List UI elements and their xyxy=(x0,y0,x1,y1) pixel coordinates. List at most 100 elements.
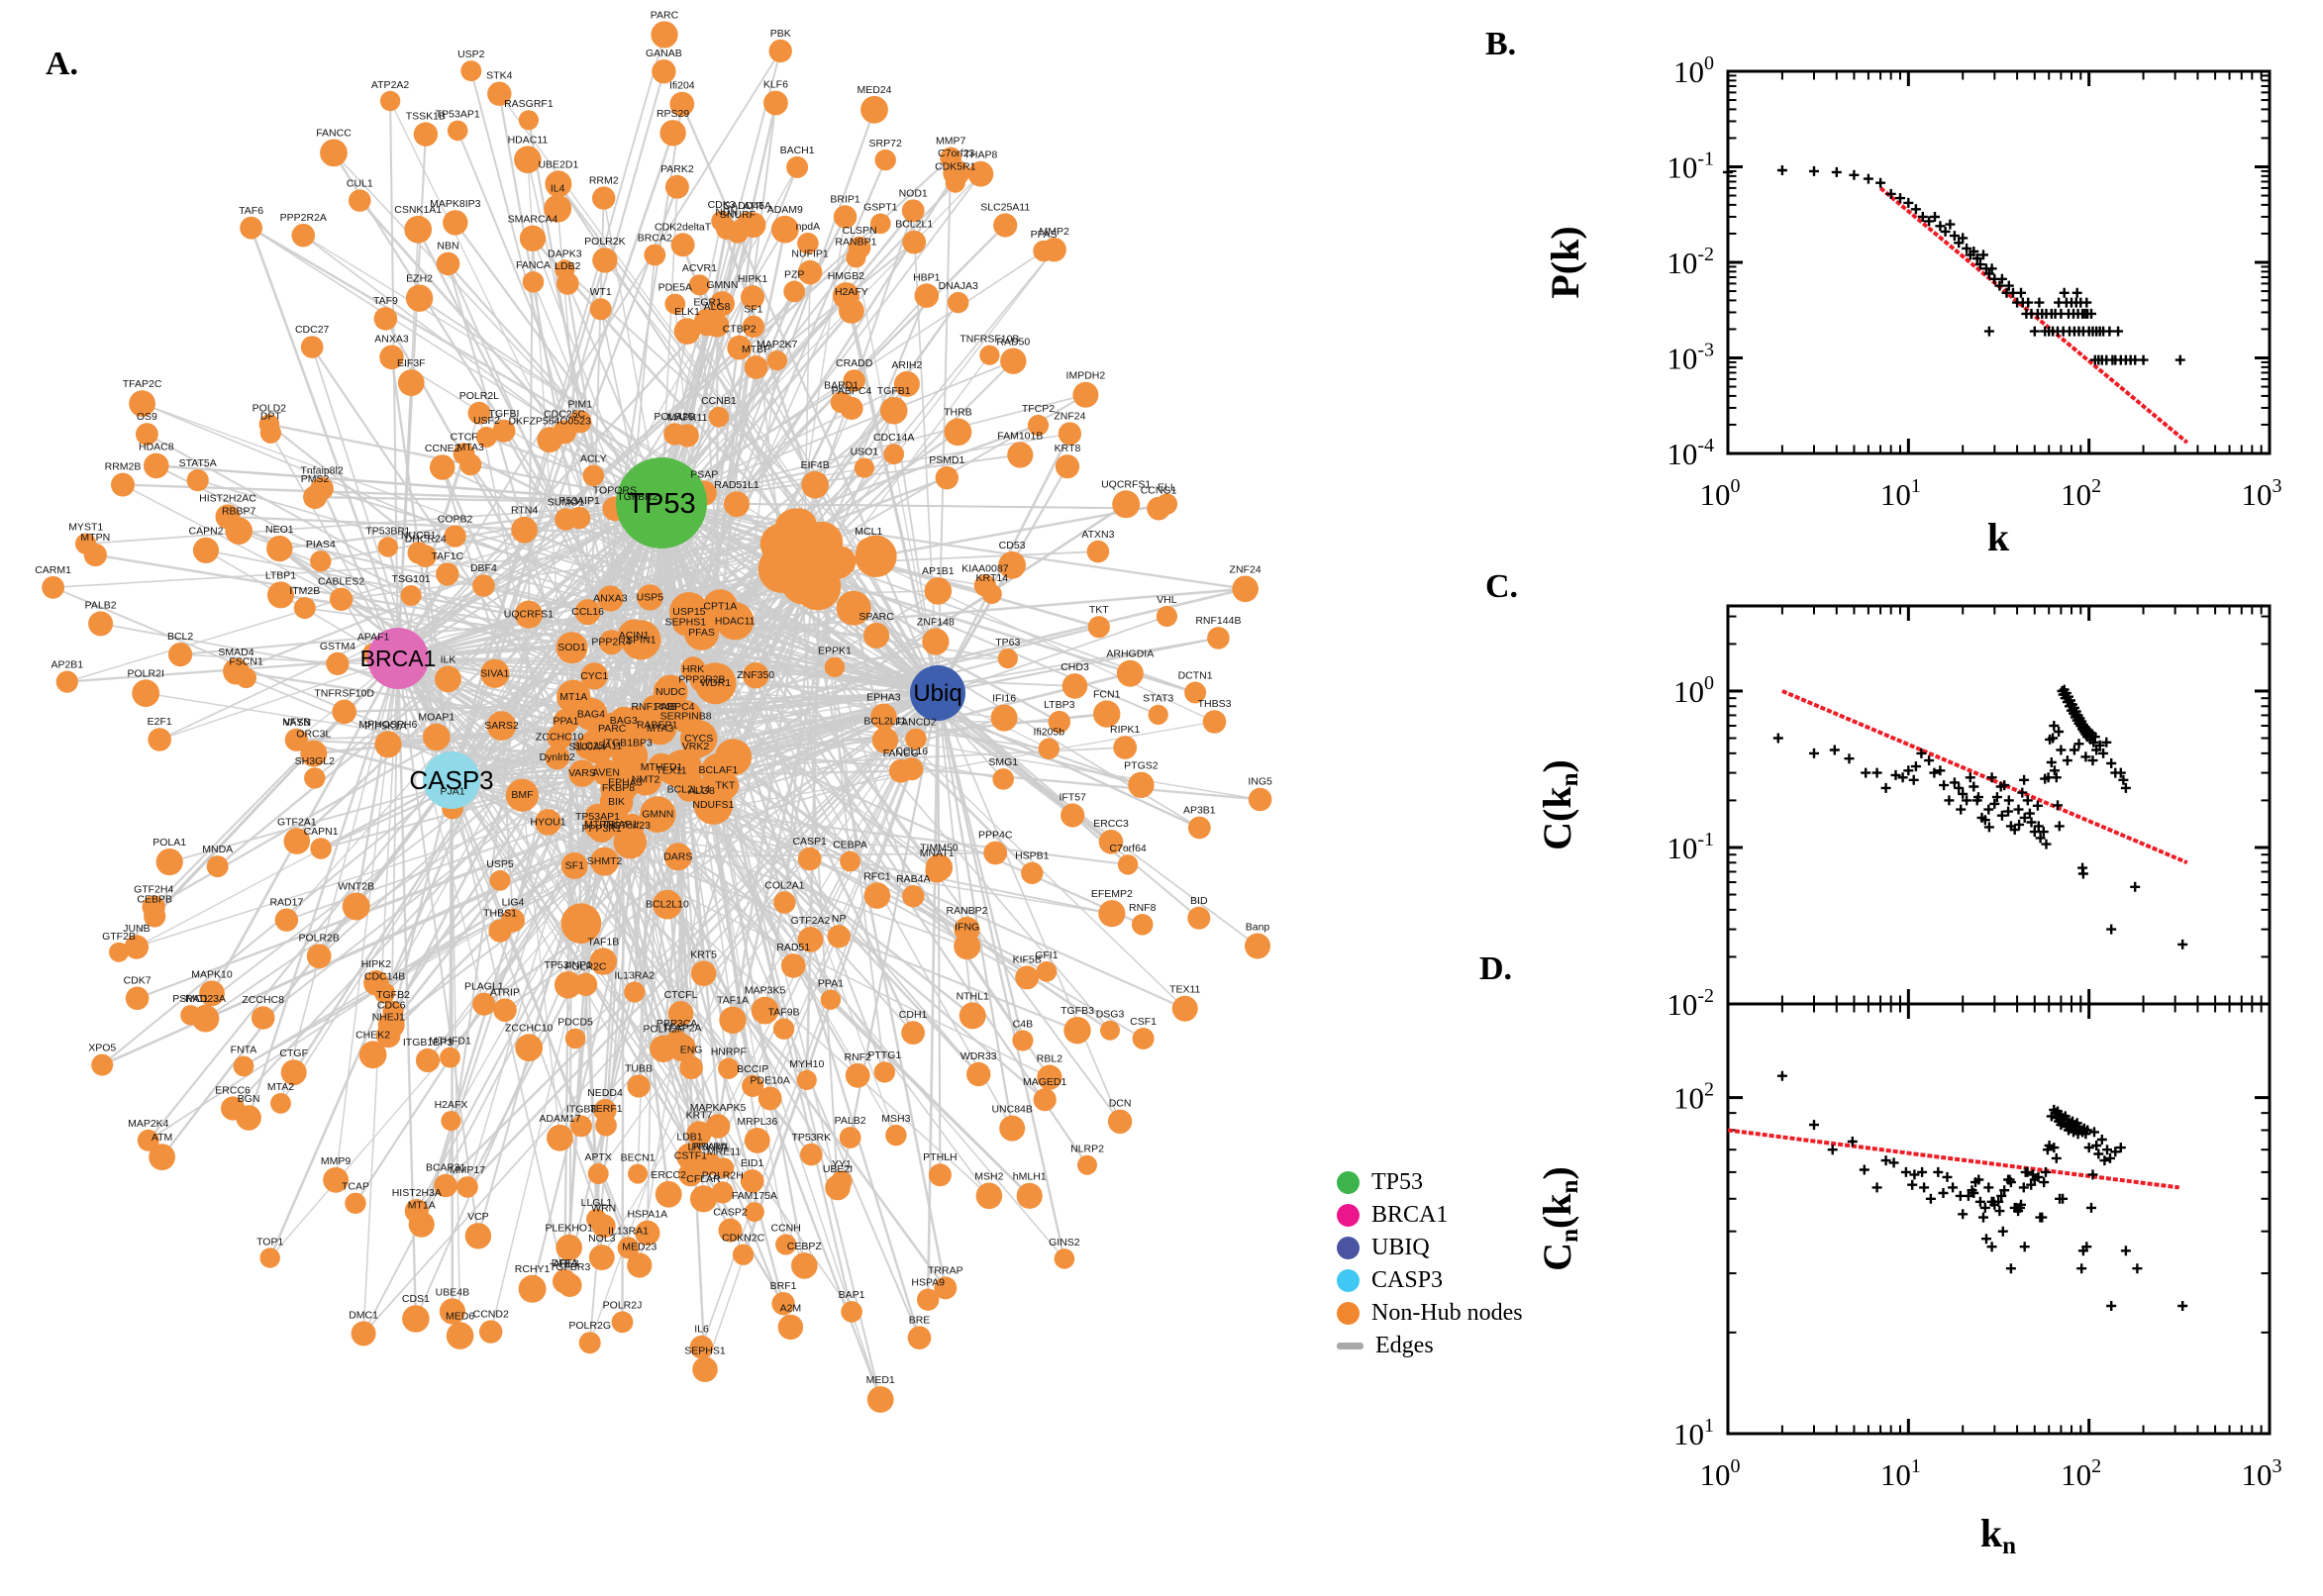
svg-text:LDB2: LDB2 xyxy=(555,260,580,272)
svg-text:VCP: VCP xyxy=(467,1211,489,1223)
svg-text:SHMT2: SHMT2 xyxy=(587,855,623,867)
svg-text:POLR2F: POLR2F xyxy=(643,1024,683,1036)
svg-text:SEPHS1: SEPHS1 xyxy=(684,1345,726,1356)
svg-text:TERF1: TERF1 xyxy=(589,1103,622,1115)
svg-text:FANCG: FANCG xyxy=(883,748,919,759)
svg-text:SF1: SF1 xyxy=(565,859,584,871)
svg-text:ANXA3: ANXA3 xyxy=(593,593,628,605)
svg-text:P(k): P(k) xyxy=(1543,226,1587,298)
svg-text:SMG1: SMG1 xyxy=(988,756,1018,768)
svg-text:NP: NP xyxy=(832,913,847,925)
svg-text:PPA1: PPA1 xyxy=(818,978,844,990)
svg-text:USP5: USP5 xyxy=(486,858,514,870)
svg-text:PPP3R1: PPP3R1 xyxy=(581,823,621,835)
svg-text:TP53RK: TP53RK xyxy=(791,1132,831,1144)
svg-text:POLR2B: POLR2B xyxy=(298,932,339,944)
svg-text:RBBP7: RBBP7 xyxy=(222,505,256,517)
axis-tick-labels-d: 102 101 100 101 102 103 xyxy=(1673,1079,2282,1492)
svg-text:USP15: USP15 xyxy=(672,606,705,618)
svg-text:CDC27: CDC27 xyxy=(295,324,330,336)
svg-text:PPP4C: PPP4C xyxy=(978,830,1013,842)
svg-text:MT1A: MT1A xyxy=(408,1200,436,1212)
svg-text:ING5: ING5 xyxy=(1248,776,1272,788)
svg-text:BACH1: BACH1 xyxy=(780,145,815,156)
svg-text:BCL2L14: BCL2L14 xyxy=(667,784,711,796)
legend-line-edges xyxy=(1337,1342,1364,1349)
svg-text:TGFB2: TGFB2 xyxy=(376,989,410,1001)
svg-text:BRIP1: BRIP1 xyxy=(830,193,860,205)
svg-text:HSPB1: HSPB1 xyxy=(1015,850,1050,862)
svg-text:CDC25C: CDC25C xyxy=(544,408,585,420)
svg-text:BCCIP: BCCIP xyxy=(737,1063,768,1075)
svg-text:USO1: USO1 xyxy=(851,447,879,458)
svg-text:Ifi205b: Ifi205b xyxy=(1034,727,1065,739)
svg-text:10-1: 10-1 xyxy=(1666,149,1714,185)
svg-text:10-3: 10-3 xyxy=(1666,340,1714,376)
svg-text:BCAP31: BCAP31 xyxy=(426,1162,465,1174)
svg-text:101: 101 xyxy=(1880,475,1921,512)
svg-text:KRT14: KRT14 xyxy=(976,572,1009,584)
svg-text:SPARC: SPARC xyxy=(858,611,894,623)
svg-text:PBK: PBK xyxy=(770,28,791,40)
svg-text:FAM175A: FAM175A xyxy=(732,1190,777,1202)
svg-text:POLR2H: POLR2H xyxy=(702,1169,744,1181)
svg-text:CDK7: CDK7 xyxy=(124,975,152,987)
svg-text:MMP17: MMP17 xyxy=(450,1164,485,1176)
svg-text:ALG8: ALG8 xyxy=(688,785,715,797)
svg-text:NOD1: NOD1 xyxy=(899,187,928,199)
svg-text:NMT2: NMT2 xyxy=(632,773,660,785)
svg-text:IL6: IL6 xyxy=(694,1324,709,1336)
svg-text:TAF1A: TAF1A xyxy=(717,995,749,1007)
legend-dot-tp53-icon xyxy=(1337,1170,1360,1194)
svg-text:TKT: TKT xyxy=(715,779,735,791)
svg-text:TSSK1B: TSSK1B xyxy=(406,110,446,122)
svg-text:MED24: MED24 xyxy=(857,84,891,96)
svg-text:MTPN: MTPN xyxy=(584,819,614,831)
svg-text:MED23: MED23 xyxy=(622,1242,656,1253)
svg-text:NBN: NBN xyxy=(437,241,458,252)
svg-text:100: 100 xyxy=(1700,1455,1741,1492)
svg-text:S100A4: S100A4 xyxy=(569,742,607,753)
svg-text:IFNG: IFNG xyxy=(955,921,979,933)
svg-text:RBL2: RBL2 xyxy=(1037,1053,1062,1065)
svg-text:HNRPF: HNRPF xyxy=(711,1047,747,1058)
svg-text:CD53: CD53 xyxy=(999,540,1026,551)
svg-text:TEX11: TEX11 xyxy=(1169,984,1200,996)
svg-text:CSTF1: CSTF1 xyxy=(674,1150,707,1162)
svg-text:MTPN: MTPN xyxy=(80,532,110,544)
svg-text:ZNF148: ZNF148 xyxy=(917,616,955,628)
svg-text:TRIAP1: TRIAP1 xyxy=(601,819,638,831)
svg-text:TP53INP1: TP53INP1 xyxy=(544,959,592,971)
svg-text:SRP72: SRP72 xyxy=(869,138,902,150)
svg-text:BARD1: BARD1 xyxy=(824,379,858,391)
svg-text:NFYB: NFYB xyxy=(282,717,310,729)
svg-text:MAPK8IP3: MAPK8IP3 xyxy=(430,198,481,210)
svg-text:HYOU1: HYOU1 xyxy=(530,816,565,828)
svg-text:POLR2C: POLR2C xyxy=(564,961,606,973)
svg-text:H2AFY: H2AFY xyxy=(835,286,868,298)
svg-text:ERCC3: ERCC3 xyxy=(1093,818,1129,830)
svg-text:NUDC: NUDC xyxy=(656,686,686,698)
svg-text:VARS: VARS xyxy=(568,767,596,779)
svg-text:100: 100 xyxy=(1673,672,1714,709)
svg-text:LLGL1: LLGL1 xyxy=(581,1197,613,1209)
svg-text:PSMD1: PSMD1 xyxy=(929,454,964,466)
svg-text:RCHY1: RCHY1 xyxy=(515,1263,551,1275)
svg-text:10-4: 10-4 xyxy=(1666,435,1714,471)
svg-text:ITGB8: ITGB8 xyxy=(566,1104,597,1116)
svg-text:PPP2R2A: PPP2R2A xyxy=(280,212,327,224)
legend-item-edges: Edges xyxy=(1337,1333,1523,1358)
svg-text:KLF6: KLF6 xyxy=(763,79,788,91)
svg-text:CDC14A: CDC14A xyxy=(873,432,914,444)
svg-text:OS9: OS9 xyxy=(137,411,157,423)
network-nodes xyxy=(42,21,1272,1413)
svg-text:DCN: DCN xyxy=(1109,1098,1132,1110)
svg-text:MTHFD1: MTHFD1 xyxy=(641,761,683,773)
svg-text:FNTA: FNTA xyxy=(231,1044,257,1055)
svg-text:AP2B1: AP2B1 xyxy=(50,659,83,671)
svg-text:ZCCHC10: ZCCHC10 xyxy=(536,732,584,744)
svg-text:SNURF: SNURF xyxy=(720,209,756,221)
legend-item-label: BRCA1 xyxy=(1371,1202,1449,1228)
hub-label-brca1: BRCA1 xyxy=(360,646,437,671)
svg-text:FANCC: FANCC xyxy=(316,128,352,140)
